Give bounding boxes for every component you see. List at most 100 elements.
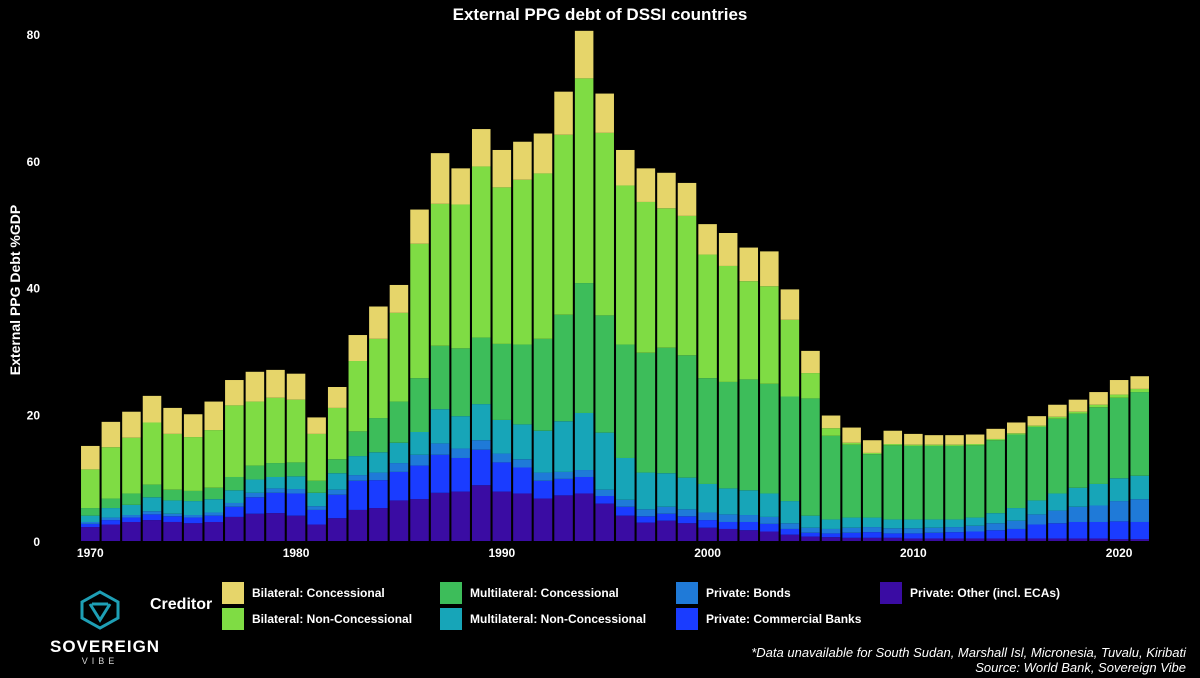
bar-segment bbox=[204, 515, 224, 522]
bar-segment bbox=[718, 514, 738, 522]
bar-segment bbox=[266, 492, 285, 514]
bar-segment bbox=[1089, 407, 1108, 484]
bar-segment bbox=[533, 498, 553, 541]
bar-segment bbox=[1068, 538, 1088, 541]
legend-label: Private: Commercial Banks bbox=[706, 612, 862, 626]
bar-segment bbox=[533, 173, 553, 339]
bar-segment bbox=[636, 201, 656, 353]
bar-segment bbox=[245, 479, 265, 493]
bar-segment bbox=[986, 428, 1005, 439]
bar-segment bbox=[595, 315, 614, 433]
bar-segment bbox=[163, 521, 182, 541]
bar-segment bbox=[677, 477, 697, 510]
legend-item: Multilateral: Concessional bbox=[440, 582, 619, 604]
x-tick-label: 1990 bbox=[488, 546, 515, 560]
bar-segment bbox=[183, 490, 203, 502]
bar-segment bbox=[369, 480, 388, 509]
bar-segment bbox=[739, 281, 759, 380]
bar-segment bbox=[1089, 538, 1108, 541]
bar-segment bbox=[101, 498, 121, 509]
chart-title: External PPG debt of DSSI countries bbox=[452, 5, 748, 24]
bar-segment bbox=[245, 401, 265, 466]
bar-segment bbox=[183, 437, 203, 491]
bar-segment bbox=[513, 344, 532, 425]
bar-segment bbox=[513, 467, 532, 494]
bar-segment bbox=[327, 494, 347, 519]
x-tick-label: 2020 bbox=[1106, 546, 1133, 560]
bar-segment bbox=[389, 442, 409, 464]
bar-segment bbox=[595, 432, 614, 490]
bar-segment bbox=[945, 444, 964, 446]
bar-segment bbox=[245, 465, 265, 480]
bar-segment bbox=[821, 528, 841, 534]
bar-segment bbox=[471, 129, 491, 167]
bar-segment bbox=[1006, 520, 1026, 529]
bar-segment bbox=[1109, 397, 1129, 479]
bar-segment bbox=[616, 149, 635, 186]
bar-segment bbox=[965, 517, 985, 526]
bar-segment bbox=[389, 401, 409, 443]
bar-segment bbox=[595, 132, 614, 316]
bar-segment bbox=[183, 523, 203, 541]
bar-segment bbox=[554, 495, 573, 541]
y-tick-label: 60 bbox=[27, 155, 41, 169]
bar-segment bbox=[801, 373, 820, 399]
bar-segment bbox=[616, 506, 635, 516]
bar-segment bbox=[986, 513, 1005, 524]
bar-segment bbox=[945, 527, 964, 533]
bar-segment bbox=[1089, 521, 1108, 539]
bar-segment bbox=[924, 445, 944, 520]
bar-segment bbox=[657, 506, 676, 514]
bar-segment bbox=[286, 399, 306, 463]
bar-segment bbox=[1027, 500, 1047, 515]
bar-segment bbox=[1027, 524, 1047, 539]
bar-segment bbox=[636, 472, 656, 510]
bar-segment bbox=[636, 522, 656, 541]
bar-segment bbox=[616, 457, 635, 500]
bar-segment bbox=[204, 401, 224, 431]
bar-segment bbox=[965, 445, 985, 518]
bar-segment bbox=[1089, 483, 1108, 506]
bar-segment bbox=[492, 419, 512, 454]
bar-segment bbox=[307, 417, 326, 434]
bar-segment bbox=[924, 527, 944, 533]
bar-segment bbox=[266, 513, 285, 541]
bar-segment bbox=[739, 247, 759, 282]
bar-segment bbox=[862, 532, 882, 538]
bar-segment bbox=[739, 515, 759, 522]
bar-segment bbox=[122, 515, 141, 518]
bar-segment bbox=[924, 532, 944, 539]
bar-segment bbox=[924, 444, 944, 446]
bar-segment bbox=[739, 521, 759, 531]
bar-segment bbox=[1027, 425, 1047, 427]
bar-segment bbox=[348, 509, 368, 541]
bar-segment bbox=[286, 476, 306, 490]
bar-segment bbox=[1109, 539, 1129, 541]
bar-segment bbox=[801, 515, 820, 528]
bar-segment bbox=[307, 433, 326, 481]
bar-segment bbox=[1006, 434, 1026, 509]
bar-segment bbox=[616, 185, 635, 345]
bar-segment bbox=[883, 444, 903, 446]
bar-segment bbox=[574, 30, 594, 79]
x-tick-label: 2010 bbox=[900, 546, 927, 560]
bar-segment bbox=[122, 504, 141, 516]
bar-segment bbox=[266, 369, 285, 398]
bar-segment bbox=[81, 515, 100, 522]
bar-segment bbox=[883, 537, 903, 541]
bar-segment bbox=[492, 453, 512, 463]
bar-segment bbox=[739, 379, 759, 491]
bar-segment bbox=[862, 527, 882, 533]
bar-segment bbox=[821, 519, 841, 529]
bar-segment bbox=[780, 396, 800, 502]
bar-segment bbox=[924, 538, 944, 541]
footnote: *Data unavailable for South Sudan, Marsh… bbox=[751, 645, 1186, 660]
legend-swatch bbox=[440, 608, 462, 630]
bar-segment bbox=[595, 496, 614, 504]
bar-segment bbox=[451, 416, 470, 449]
bar-segment bbox=[924, 435, 944, 445]
bar-segment bbox=[307, 492, 326, 507]
bar-segment bbox=[327, 473, 347, 490]
bar-segment bbox=[1109, 501, 1129, 522]
bar-segment bbox=[1048, 404, 1067, 417]
